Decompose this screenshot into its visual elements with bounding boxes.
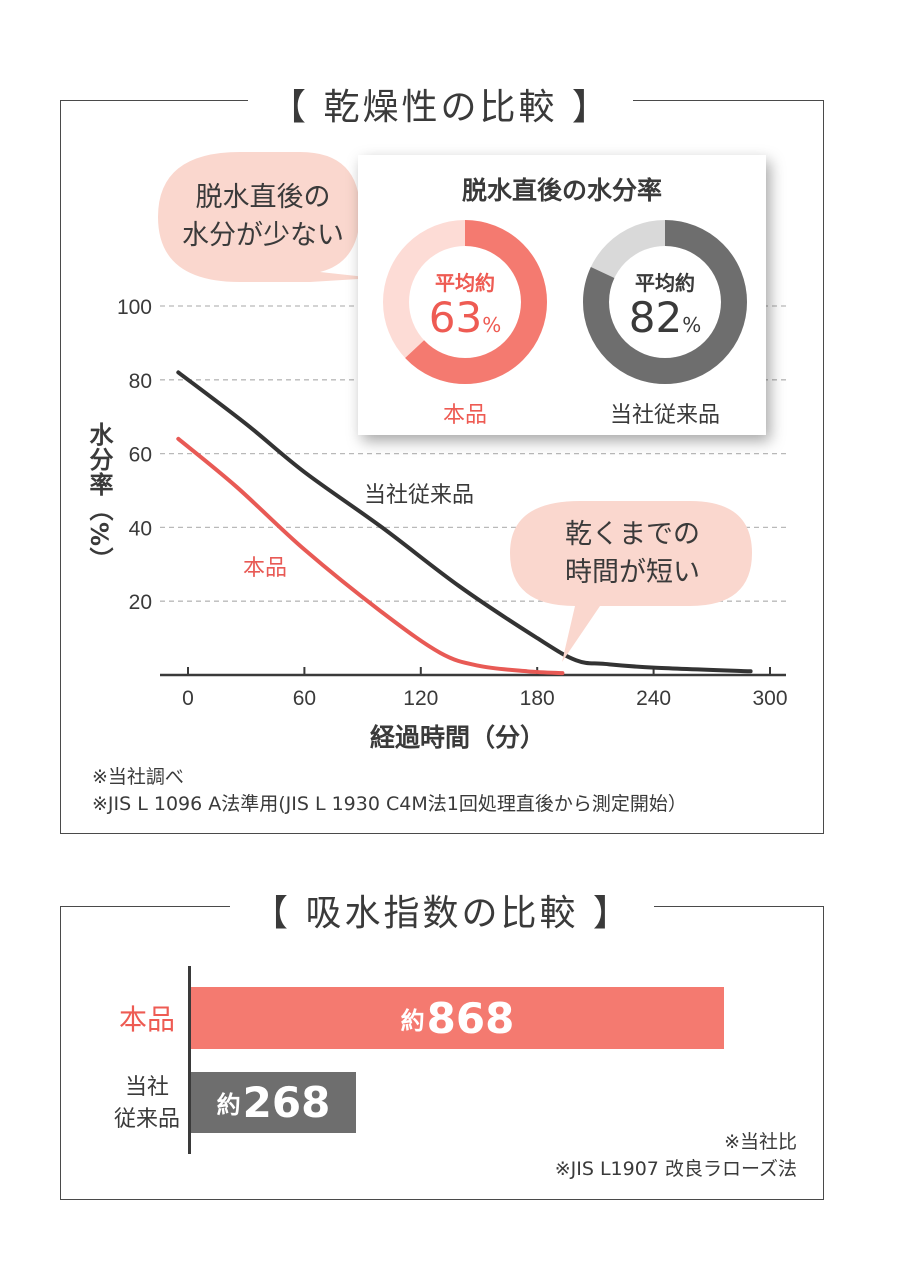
x-tick-label-180: 180 — [520, 687, 555, 710]
donut-1-caption: 平均約 — [435, 271, 495, 295]
donut-charts — [383, 220, 747, 384]
drying-note-1: ※当社調べ — [92, 766, 184, 788]
y-axis-label: 水分率（%） — [85, 422, 113, 573]
drying-title: 【 乾燥性の比較 】 — [248, 78, 633, 130]
series-label-conventional: 当社従来品 — [364, 483, 475, 508]
card-title: 脱水直後の水分率 — [461, 176, 662, 205]
x-axis-label: 経過時間（分） — [370, 723, 546, 752]
series-label-product: 本品 — [243, 556, 288, 581]
donut-2-caption: 平均約 — [635, 271, 695, 295]
bar-product-value: 868 — [426, 993, 515, 1043]
absorbency-note-2: ※JIS L1907 改良ラローズ法 — [554, 1158, 797, 1180]
y-tick-label-80: 80 — [129, 370, 152, 393]
bar-conventional-value: 268 — [242, 1078, 331, 1127]
y-tick-label-20: 20 — [129, 591, 152, 614]
y-tick-label-60: 60 — [129, 444, 152, 467]
y-tick-label-100: 100 — [117, 296, 152, 319]
series-line-0 — [176, 370, 753, 674]
donut-1-number: 63 — [428, 293, 483, 342]
x-tick-label-120: 120 — [403, 687, 438, 710]
bubble-right-text: 乾くまでの 時間が短い — [520, 516, 745, 592]
drying-note-2: ※JIS L 1096 A法準用(JIS L 1930 C4M法1回処理直後から… — [92, 793, 687, 815]
donut-1-value: 63% — [405, 293, 525, 342]
donut-1-label: 本品 — [442, 403, 487, 428]
bar-axis — [188, 966, 191, 1154]
bubble-right-line1: 乾くまでの — [565, 519, 700, 550]
donut-2-label: 当社従来品 — [609, 403, 720, 428]
bar-conventional: 約 268 — [191, 1072, 356, 1133]
bar-label-conventional: 当社 従来品 — [104, 1072, 190, 1136]
bubble-left-line1: 脱水直後の — [195, 182, 331, 213]
donut-2-number: 82 — [628, 293, 683, 342]
x-tick-label-0: 0 — [182, 687, 194, 710]
y-tick-label-40: 40 — [129, 517, 152, 540]
donut-2-unit: % — [682, 313, 702, 337]
bubble-left-text: 脱水直後の 水分が少ない — [168, 179, 358, 255]
donut-2-value: 82% — [605, 293, 725, 342]
donut-2-arc — [583, 220, 747, 384]
donut-1-unit: % — [482, 313, 502, 337]
bar-conventional-prefix: 約 — [216, 1091, 241, 1119]
donut-1-arc — [383, 220, 547, 384]
bar-label-conventional-line1: 当社 — [124, 1075, 169, 1100]
moisture-card: 脱水直後の水分率 平均約 63% 本品 平均約 82% 当社従来品 — [358, 155, 766, 435]
bar-product: 約 868 — [191, 987, 724, 1049]
series-line-1 — [176, 436, 565, 676]
x-tick-label-300: 300 — [752, 687, 787, 710]
absorbency-note-1: ※当社比 — [724, 1131, 797, 1153]
absorbency-title: 【 吸水指数の比較 】 — [230, 884, 654, 936]
bar-product-prefix: 約 — [400, 1006, 425, 1035]
bar-label-product: 本品 — [118, 1003, 175, 1036]
bubble-right-line2: 時間が短い — [565, 557, 700, 588]
bar-label-conventional-line2: 従来品 — [113, 1107, 180, 1132]
x-tick-label-240: 240 — [636, 687, 671, 710]
x-tick-label-60: 60 — [293, 687, 316, 710]
bubble-left-line2: 水分が少ない — [182, 220, 344, 251]
